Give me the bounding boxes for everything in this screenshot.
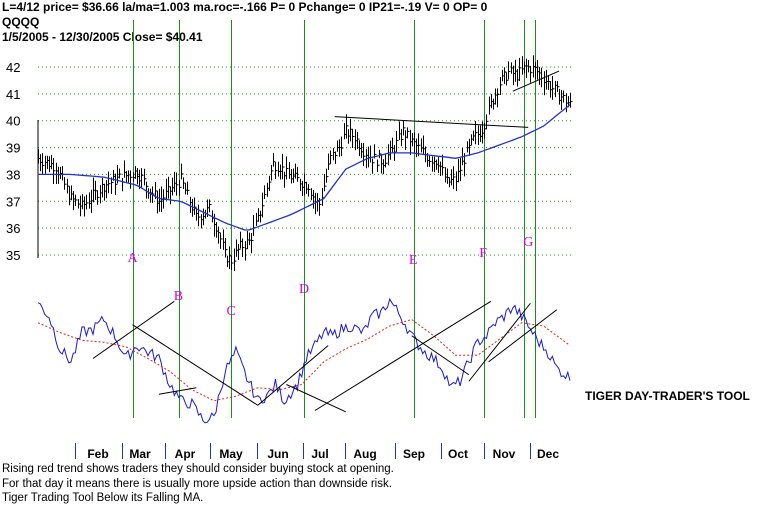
month-label: Apr: [175, 447, 196, 461]
tool-line: [37, 297, 571, 424]
signal-label-c: C: [226, 304, 235, 319]
price-moving-average: [38, 104, 571, 231]
ticker-symbol: QQQQ: [2, 15, 40, 29]
month-label: Mar: [129, 447, 151, 461]
tool-trendline: [158, 387, 197, 395]
month-label: Oct: [448, 447, 468, 461]
note-line-3: Tiger Trading Tool Below its Falling MA.: [2, 492, 204, 504]
price-gridlines: [38, 66, 572, 256]
month-label: Nov: [493, 447, 516, 461]
price-bars: [38, 55, 573, 271]
signal-label-d: D: [299, 282, 309, 297]
tool-trendline: [257, 345, 329, 406]
tool-trendline: [468, 302, 531, 382]
tool-trendline: [488, 309, 558, 363]
y-tick-label: 42: [6, 60, 20, 75]
y-tick-label: 38: [6, 167, 20, 182]
month-label: Sep: [403, 447, 425, 461]
y-tick-label: 36: [6, 221, 20, 236]
y-tick-label: 35: [6, 248, 20, 263]
tool-moving-average: [37, 318, 571, 402]
signal-label-f: F: [479, 246, 487, 261]
signal-label-e: E: [409, 253, 418, 268]
month-label: Jun: [267, 447, 288, 461]
tool-trendline: [92, 300, 175, 359]
tool-trendline: [411, 335, 470, 376]
signal-label-g: G: [523, 235, 533, 250]
tool-trendline: [314, 300, 492, 411]
price-trendline: [334, 116, 529, 128]
signal-label-a: A: [128, 251, 139, 266]
signal-label-b: B: [174, 289, 183, 304]
month-label: Feb: [87, 447, 108, 461]
tool-trendline: [286, 384, 346, 413]
date-range-close: 1/5/2005 - 12/30/2005 Close= $40.41: [2, 30, 203, 44]
y-tick-label: 41: [6, 87, 20, 102]
month-label: May: [219, 447, 243, 461]
price-trendline-top: [512, 70, 560, 92]
signal-labels: A B C D E F G: [128, 235, 534, 319]
signal-vertical-lines: [133, 20, 536, 418]
note-line-2: For that day it means there is usually m…: [2, 478, 392, 490]
month-axis: Feb Mar Apr May Jun Jul Aug Sep Oct Nov Dec: [75, 443, 559, 461]
y-tick-label: 40: [6, 114, 20, 129]
tiger-tool-label: TIGER DAY-TRADER'S TOOL: [585, 389, 750, 403]
tool-trendline: [132, 324, 259, 406]
trendlines: [37, 70, 571, 424]
y-tick-label: 37: [6, 194, 20, 209]
y-tick-label: 39: [6, 141, 20, 156]
month-label: Aug: [353, 447, 376, 461]
note-line-1: Rising red trend shows traders they shou…: [2, 463, 394, 475]
month-label: Dec: [537, 447, 559, 461]
header-stats: L=4/12 price= $36.66 la/ma=1.003 ma.roc=…: [2, 0, 488, 14]
price-axis-ticks: 35 36 37 38 39 40 41 42: [6, 60, 39, 263]
month-label: Jul: [311, 447, 328, 461]
